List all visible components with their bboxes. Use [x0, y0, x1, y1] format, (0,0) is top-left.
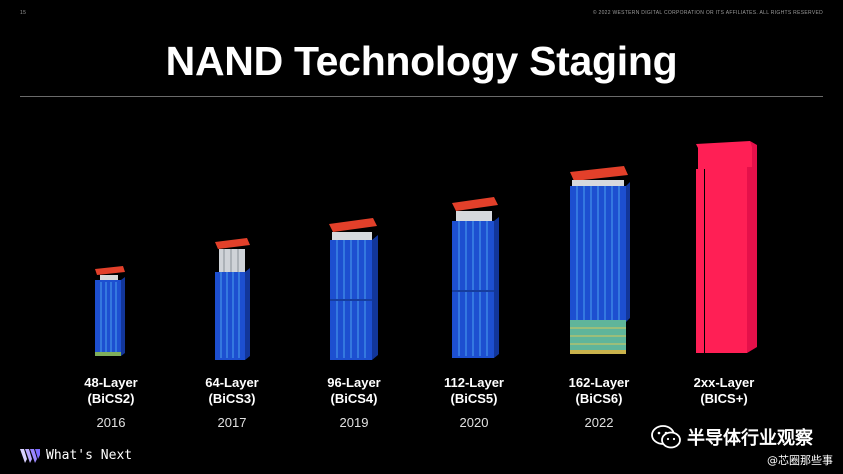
footer-brand: What's Next — [20, 448, 132, 463]
year: 2022 — [584, 415, 614, 430]
layer-count: 48-Layer — [84, 375, 138, 390]
generation-label-96: 96-Layer (BiCS4) 2019 — [299, 375, 409, 431]
generation-label-48: 48-Layer (BiCS2) 2016 — [56, 375, 166, 431]
stack-96-layer-graphic — [329, 218, 378, 360]
stack-64-layer-graphic — [215, 238, 250, 360]
layer-count: 96-Layer — [327, 375, 381, 390]
western-digital-logo-icon — [20, 448, 40, 463]
stack-2xx-layer-graphic — [696, 141, 757, 353]
title-divider — [20, 96, 823, 97]
copyright-notice: © 2022 WESTERN DIGITAL CORPORATION OR IT… — [592, 10, 823, 16]
year: 2019 — [339, 415, 369, 430]
watermark-handle: @芯圈那些事 — [767, 454, 833, 467]
year: 2017 — [217, 415, 247, 430]
stack-112-layer-graphic — [452, 197, 499, 358]
page-number: 15 — [20, 10, 27, 16]
generation-label-64: 64-Layer (BiCS3) 2017 — [177, 375, 287, 431]
watermark-text: 半导体行业观察 — [687, 428, 813, 449]
wechat-icon — [651, 425, 681, 449]
brand-text: What's Next — [46, 448, 133, 463]
layer-count: 64-Layer — [205, 375, 259, 390]
slide-title: NAND Technology Staging — [165, 38, 678, 84]
bics-name: (BICS+) — [700, 391, 748, 406]
bics-name: (BiCS4) — [330, 391, 378, 406]
generation-label-162: 162-Layer (BiCS6) 2022 — [544, 375, 654, 431]
bics-name: (BiCS2) — [87, 391, 135, 406]
bics-name: (BiCS5) — [450, 391, 498, 406]
generation-label-112: 112-Layer (BiCS5) 2020 — [419, 375, 529, 431]
stack-48-layer-graphic — [95, 266, 125, 356]
layer-count: 2xx-Layer — [693, 375, 755, 390]
bics-name: (BiCS3) — [208, 391, 256, 406]
year: 2016 — [96, 415, 126, 430]
layer-count: 112-Layer — [444, 375, 504, 390]
watermark: 半导体行业观察 — [651, 424, 813, 450]
bics-name: (BiCS6) — [575, 391, 623, 406]
layer-count: 162-Layer — [568, 375, 630, 390]
generation-label-2xx: 2xx-Layer (BICS+) — [669, 375, 779, 407]
stack-162-layer-graphic — [570, 166, 630, 354]
year: 2020 — [459, 415, 489, 430]
